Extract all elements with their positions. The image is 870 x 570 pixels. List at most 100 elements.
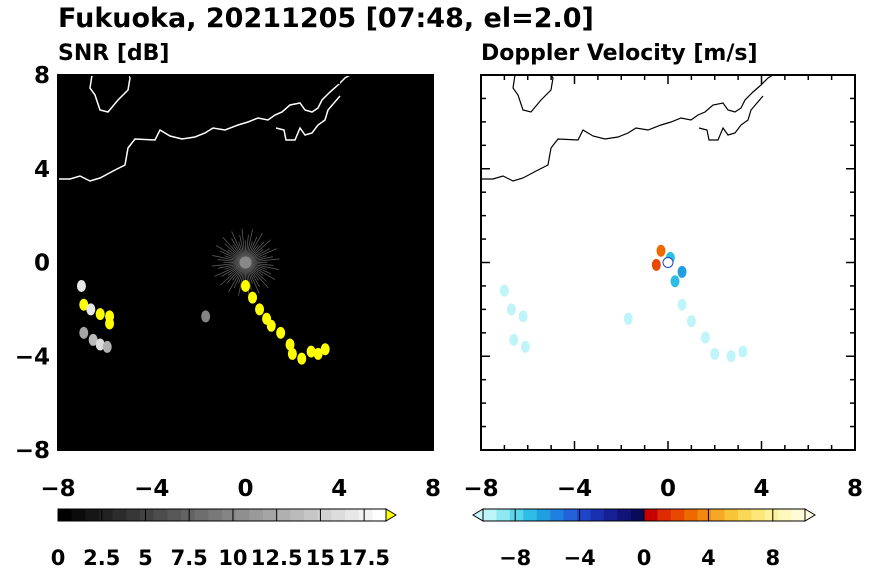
colorbar-swatch [496, 509, 511, 521]
colorbar-tick-label: 7.5 [171, 546, 208, 570]
echo-cell [656, 244, 666, 257]
x-tick-label: 0 [660, 476, 676, 502]
x-tick-label: −4 [134, 476, 169, 502]
x-tick-label: −8 [40, 476, 75, 502]
x-tick-label: 4 [753, 476, 769, 502]
echo-cell [276, 326, 286, 339]
echo-cell [670, 275, 680, 288]
y-tick-label: 4 [34, 157, 50, 183]
colorbar-swatch [331, 509, 346, 521]
colorbar-extend-low [472, 508, 484, 522]
doppler-echoes [499, 244, 748, 363]
colorbar-swatch [167, 509, 182, 521]
colorbar-tick-label: −4 [563, 546, 595, 570]
snr-panel-title: SNR [dB] [58, 41, 169, 66]
echo-cell [320, 343, 330, 356]
colorbar-swatch [711, 509, 725, 521]
colorbar-tick-label: 10 [218, 546, 247, 570]
colorbar-swatch [791, 509, 806, 521]
colorbar-swatch [697, 509, 712, 521]
echo-cell [76, 279, 86, 292]
echo-cell [79, 298, 89, 311]
colorbar-swatch [126, 509, 141, 521]
colorbar-tick-label: 0 [637, 546, 652, 570]
colorbar-swatch [112, 509, 127, 521]
echo-cell [248, 291, 258, 304]
colorbar-swatch [276, 509, 291, 521]
y-tick-label: 8 [34, 63, 50, 89]
colorbar-swatch [590, 509, 605, 521]
doppler-coastline-north [512, 75, 554, 113]
echo-cell [651, 258, 661, 271]
echo-cell [306, 345, 316, 358]
colorbar-swatch [657, 509, 672, 521]
colorbar-swatch [684, 509, 698, 521]
echo-cell [95, 338, 105, 351]
radar-site [662, 257, 674, 268]
x-tick-label: 8 [847, 476, 863, 502]
echo-cell [686, 315, 696, 328]
colorbar-swatch [235, 509, 250, 521]
colorbar-extend-high [804, 508, 816, 522]
colorbar-swatch [576, 509, 591, 521]
doppler-coastline [481, 75, 774, 182]
echo-cell [255, 303, 265, 316]
echo-cell [266, 319, 276, 332]
colorbar-tick-label: 2.5 [83, 546, 120, 570]
echo-cell [518, 310, 528, 323]
snr-panel: −8 −4 0 4 8 8 4 0 −4 −8 [15, 63, 441, 502]
echo-cell [677, 298, 687, 311]
x-tick-label: −4 [557, 476, 592, 502]
echo-cell [520, 340, 530, 353]
y-tick-label: −8 [15, 438, 50, 464]
colorbar-swatch [249, 509, 264, 521]
colorbar-tick-label: −8 [499, 546, 531, 570]
echo-cell [95, 308, 105, 321]
colorbar-swatch [617, 509, 631, 521]
colorbar-swatch [208, 509, 223, 521]
colorbar-swatch [550, 509, 564, 521]
echo-cell [201, 310, 211, 323]
echo-cell [105, 317, 115, 330]
colorbar-tick-label: 12.5 [251, 546, 303, 570]
colorbar-swatch [737, 509, 752, 521]
snr-echoes [76, 279, 330, 365]
x-tick-label: 4 [331, 476, 347, 502]
echo-cell [285, 338, 295, 351]
echo-cell [102, 340, 112, 353]
colorbar-swatch [724, 509, 739, 521]
colorbar-tick-label: 15 [306, 546, 335, 570]
colorbar-swatch [778, 509, 792, 521]
snr-ground-clutter [211, 228, 280, 297]
colorbar-swatch [358, 509, 373, 521]
colorbar-swatch [194, 509, 209, 521]
doppler-axes: −8 −4 0 4 8 [463, 74, 863, 502]
snr-coastline [58, 75, 351, 182]
snr-axes: −8 −4 0 4 8 8 4 0 −4 −8 [15, 63, 441, 502]
snr-colorbar: 0 2.5 5 7.5 10 12.5 15 17.5 [51, 508, 397, 570]
colorbar-swatch [751, 509, 766, 521]
colorbar-tick-label: 8 [765, 546, 780, 570]
echo-cell [241, 279, 250, 292]
echo-cell [623, 312, 633, 325]
colorbar-swatch [181, 509, 195, 521]
echo-cell [297, 352, 307, 365]
colorbar-swatch [345, 509, 359, 521]
echo-cell [710, 347, 720, 360]
colorbar-tick-label: 4 [701, 546, 716, 570]
echo-cell [79, 326, 89, 339]
colorbar-tick-label: 0 [51, 546, 66, 570]
echo-cell [700, 331, 710, 344]
echo-cell [287, 347, 297, 360]
colorbar-swatch [603, 509, 618, 521]
echo-cell [86, 303, 96, 316]
x-tick-label: 0 [237, 476, 253, 502]
x-tick-label: 8 [425, 476, 441, 502]
colorbar-swatch [509, 509, 524, 521]
doppler-panel-title: Doppler Velocity [m/s] [481, 41, 758, 66]
colorbar-tick-label: 17.5 [338, 546, 390, 570]
colorbar-swatch [263, 509, 277, 521]
snr-coastline-bay [275, 95, 341, 141]
echo-cell [726, 350, 736, 363]
